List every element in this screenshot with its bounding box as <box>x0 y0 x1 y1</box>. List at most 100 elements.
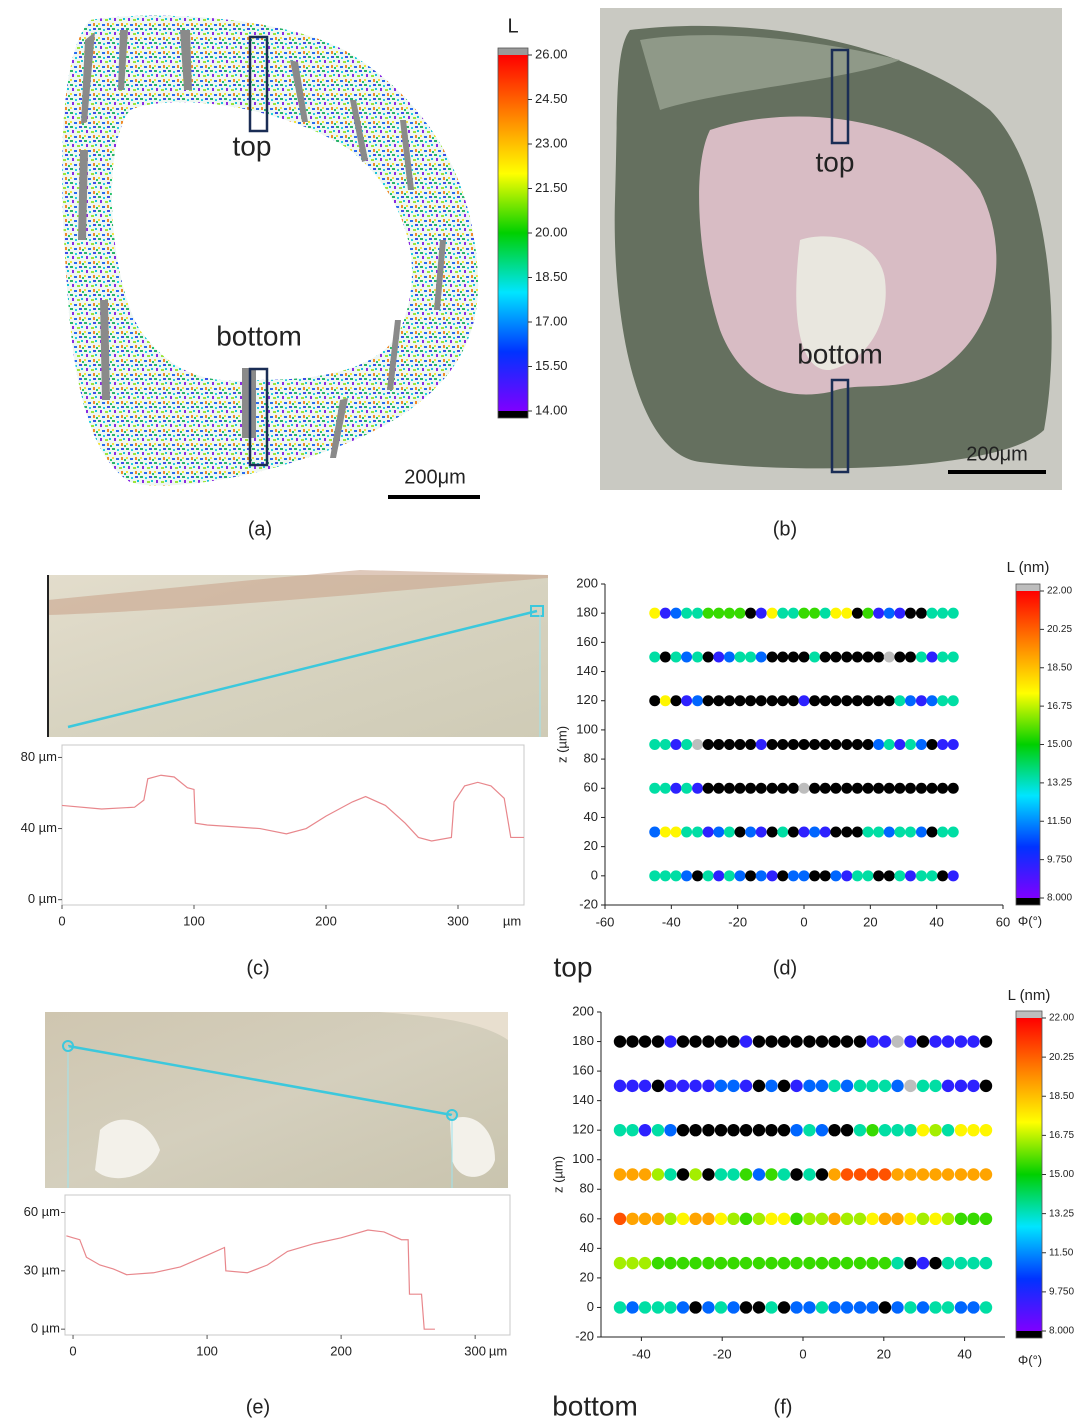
x-unit: µm <box>489 1343 507 1358</box>
data-point <box>703 608 714 619</box>
panel-label: (b) <box>773 518 797 540</box>
panel-label: (e) <box>246 1396 270 1418</box>
data-point <box>929 1124 941 1136</box>
data-point <box>664 1257 676 1269</box>
data-point <box>652 1124 664 1136</box>
data-point <box>703 870 714 881</box>
data-point <box>828 1080 840 1092</box>
data-point <box>681 739 692 750</box>
data-point <box>866 1035 878 1047</box>
colorbar-title: L (nm) <box>1007 559 1050 576</box>
data-point <box>740 1035 752 1047</box>
data-point <box>905 870 916 881</box>
colorbar-tick-label: 14.00 <box>535 402 568 417</box>
data-point <box>790 1257 802 1269</box>
data-point <box>715 1301 727 1313</box>
data-point <box>816 1213 828 1225</box>
data-point <box>745 739 756 750</box>
data-point <box>756 827 767 838</box>
data-point <box>777 870 788 881</box>
data-point <box>904 1301 916 1313</box>
data-point <box>664 1035 676 1047</box>
y-tick-label: 180 <box>572 1033 594 1048</box>
data-point <box>828 1035 840 1047</box>
data-point <box>948 827 959 838</box>
data-point <box>765 1035 777 1047</box>
data-point <box>891 1080 903 1092</box>
y-tick-label: 60 µm <box>24 1204 60 1219</box>
colorbar <box>498 55 528 411</box>
data-point <box>863 870 874 881</box>
x-tick-label: 40 <box>929 914 943 929</box>
data-point <box>767 870 778 881</box>
data-point <box>904 1168 916 1180</box>
data-point <box>724 783 735 794</box>
data-point <box>745 870 756 881</box>
data-point <box>852 695 863 706</box>
data-point <box>724 739 735 750</box>
data-point <box>809 783 820 794</box>
x-tick-label: 200 <box>315 913 337 928</box>
data-point <box>929 1213 941 1225</box>
data-point <box>788 739 799 750</box>
data-point <box>929 1035 941 1047</box>
data-point <box>681 608 692 619</box>
data-point <box>727 1213 739 1225</box>
data-point <box>905 695 916 706</box>
y-tick-label: 80 <box>580 1181 594 1196</box>
data-point <box>713 695 724 706</box>
data-point <box>713 739 724 750</box>
data-point <box>677 1301 689 1313</box>
data-point <box>765 1301 777 1313</box>
data-point <box>917 1301 929 1313</box>
figure: top bottom 200μm (a) top bottom 200μm (b… <box>0 0 1076 1422</box>
data-point <box>740 1080 752 1092</box>
data-point <box>788 783 799 794</box>
data-point <box>852 608 863 619</box>
data-point <box>927 695 938 706</box>
data-point <box>756 870 767 881</box>
x-tick-label: 20 <box>877 1346 891 1361</box>
data-point <box>809 870 820 881</box>
data-point <box>980 1080 992 1092</box>
data-point <box>904 1257 916 1269</box>
colorbar-tick-label: 8.000 <box>1049 1326 1074 1337</box>
data-point <box>689 1168 701 1180</box>
data-point <box>828 1124 840 1136</box>
data-point <box>713 870 724 881</box>
data-point <box>715 1080 727 1092</box>
data-point <box>715 1035 727 1047</box>
data-point <box>830 783 841 794</box>
data-point <box>767 783 778 794</box>
data-point <box>873 608 884 619</box>
colorbar-tick-label: 20.00 <box>535 224 568 239</box>
data-point <box>756 608 767 619</box>
colorbar-tick-label: 21.50 <box>535 180 568 195</box>
data-point <box>894 739 905 750</box>
data-point <box>905 783 916 794</box>
data-point <box>702 1080 714 1092</box>
data-point <box>841 1301 853 1313</box>
data-point <box>891 1035 903 1047</box>
data-point <box>894 827 905 838</box>
data-point <box>724 695 735 706</box>
colorbar-tick-label: 11.50 <box>1047 816 1072 827</box>
data-point <box>841 695 852 706</box>
data-point <box>967 1124 979 1136</box>
data-point <box>929 1257 941 1269</box>
data-point <box>816 1301 828 1313</box>
data-point <box>828 1213 840 1225</box>
data-point <box>873 695 884 706</box>
data-point <box>854 1035 866 1047</box>
panel-label: (d) <box>773 957 797 979</box>
data-point <box>830 870 841 881</box>
data-point <box>765 1168 777 1180</box>
data-point <box>734 827 745 838</box>
data-point <box>967 1213 979 1225</box>
data-point <box>917 1035 929 1047</box>
colorbar-tick-label: 16.75 <box>1047 701 1072 712</box>
data-point <box>894 651 905 662</box>
data-point <box>820 739 831 750</box>
data-point <box>894 608 905 619</box>
colorbar-tick-label: 15.50 <box>535 358 568 373</box>
